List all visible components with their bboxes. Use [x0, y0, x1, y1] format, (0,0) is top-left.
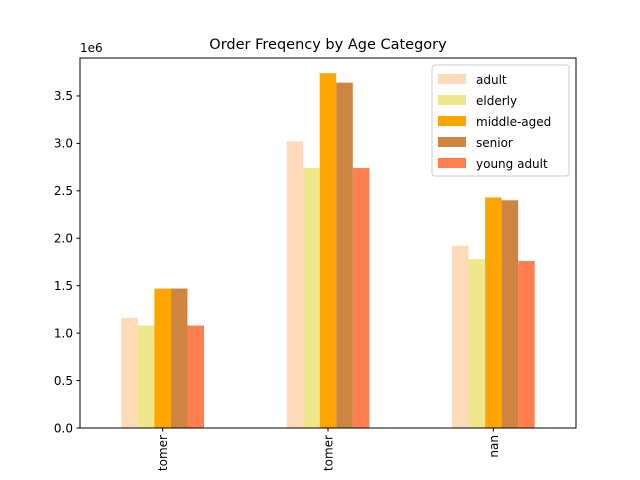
chart-title: Order Freqency by Age Category — [209, 37, 447, 53]
plot-frame — [79, 57, 577, 429]
legend-swatch-senior — [438, 137, 466, 147]
bar-young-adult-1 — [352, 168, 370, 429]
bar-middle-aged-0 — [154, 288, 171, 428]
legend-label-middle-aged: middle-aged — [476, 115, 551, 129]
y-tick-label: 3.0 — [54, 137, 73, 151]
legend-swatch-middle-aged — [438, 116, 466, 126]
legend-swatch-adult — [438, 74, 466, 84]
y-tick-label: 2.0 — [54, 232, 73, 246]
x-tick-label: nan — [487, 435, 501, 458]
legend-label-senior: senior — [476, 136, 513, 150]
bar-senior-1 — [336, 82, 353, 429]
x-tick-label: tomer — [156, 435, 170, 471]
bar-elderly-2 — [468, 259, 486, 428]
legend-label-elderly: elderly — [476, 94, 517, 108]
y-tick-label: 0.0 — [54, 421, 73, 435]
bar-young-adult-0 — [187, 325, 204, 428]
bar-senior-0 — [170, 288, 188, 428]
bars-group — [121, 73, 535, 429]
y-axis: 0.0 0.5 1.0 1.5 2.0 2.5 3.0 3.5 — [54, 89, 80, 435]
legend-swatch-elderly — [438, 95, 466, 105]
y-tick-label: 1.0 — [54, 326, 73, 340]
bar-middle-aged-2 — [485, 197, 502, 428]
bar-middle-aged-1 — [319, 73, 337, 429]
legend: adult elderly middle-aged senior young adult — [431, 64, 570, 177]
legend-label-young-adult: young adult — [476, 157, 548, 171]
bar-adult-1 — [286, 141, 304, 429]
bar-young-adult-2 — [518, 261, 535, 428]
bar-adult-2 — [452, 245, 469, 428]
bar-elderly-0 — [137, 325, 155, 428]
y-tick-label: 0.5 — [54, 374, 73, 388]
legend-box — [431, 64, 570, 177]
y-tick-label: 1.5 — [54, 279, 73, 293]
y-tick-label: 3.5 — [54, 89, 73, 103]
bar-elderly-1 — [303, 168, 320, 429]
legend-label-adult: adult — [476, 73, 507, 87]
legend-swatch-young-adult — [438, 158, 466, 168]
x-axis: tomer tomer nan — [156, 428, 501, 471]
x-tick-label: tomer — [322, 435, 336, 471]
bar-adult-0 — [121, 317, 138, 428]
y-tick-label: 2.5 — [54, 184, 73, 198]
y-axis-offset-label: 1e6 — [80, 41, 103, 55]
bar-senior-2 — [501, 200, 519, 428]
